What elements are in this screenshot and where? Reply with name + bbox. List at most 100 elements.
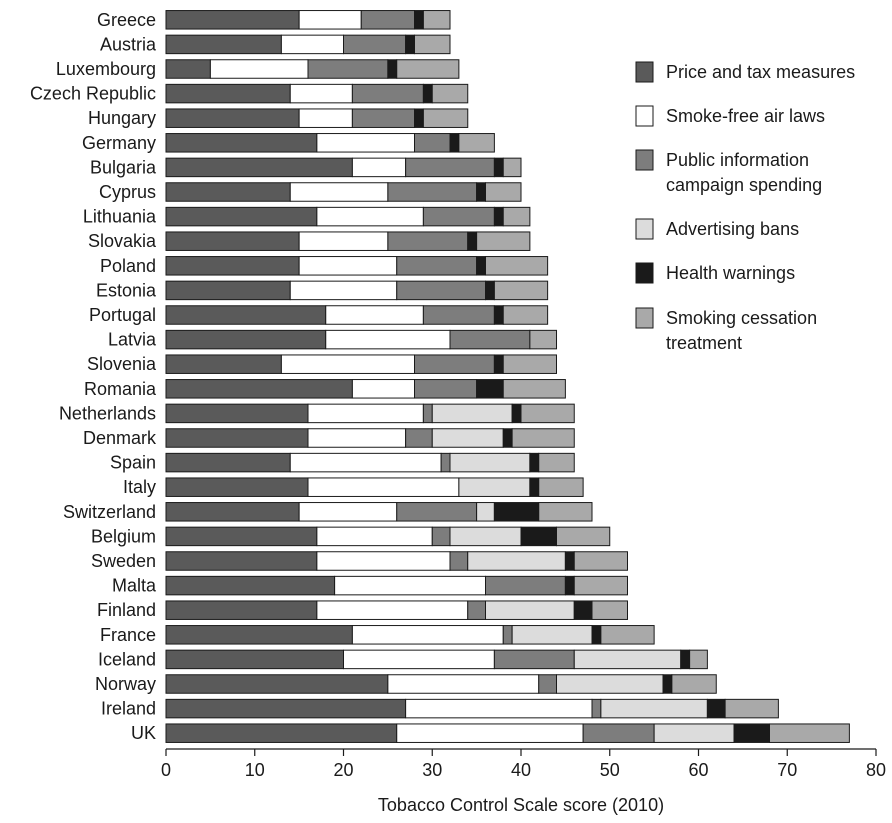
category-label: Lithuania (83, 207, 157, 227)
bar-segment (165, 34, 282, 55)
bar-segment (165, 206, 318, 227)
bar-segment (458, 477, 531, 497)
bar-segment (396, 723, 584, 743)
x-tick-label: 10 (245, 760, 265, 780)
category-label: Austria (100, 34, 157, 54)
category-label: Norway (95, 674, 156, 694)
bar-segment (600, 698, 708, 719)
bar-segment (396, 256, 478, 276)
bar-segment (724, 698, 779, 719)
bars-layer (165, 10, 850, 743)
bar-segment (165, 526, 318, 547)
bar-segment (405, 34, 416, 55)
bar-segment (529, 477, 540, 497)
legend-swatch (635, 61, 654, 83)
bar-segment (387, 231, 469, 251)
category-label: Malta (112, 576, 157, 596)
bar-segment (165, 305, 327, 325)
bar-segment (298, 256, 398, 276)
bar-segment (343, 34, 407, 55)
bar-segment (476, 182, 487, 202)
bar-segment (520, 403, 575, 424)
bar-segment (493, 206, 504, 227)
bar-segment (449, 452, 531, 473)
bar-segment (405, 157, 495, 178)
bar-segment (298, 502, 398, 522)
bar-segment (165, 551, 318, 571)
bar-segment (165, 575, 336, 596)
bar-segment (502, 206, 531, 227)
bar-segment (476, 502, 495, 522)
bar-segment (396, 502, 478, 522)
category-label: Germany (82, 133, 156, 153)
bar-segment (493, 354, 504, 374)
bar-segment (493, 502, 540, 522)
bar-segment (502, 157, 522, 178)
bar-segment (307, 428, 407, 448)
bar-segment (316, 133, 416, 153)
legend-swatch (635, 149, 654, 171)
bar-segment (600, 625, 655, 645)
bar-segment (520, 526, 557, 547)
category-label: Italy (123, 477, 156, 497)
bar-segment (467, 600, 486, 620)
bar-segment (502, 428, 513, 448)
bar-segment (165, 10, 300, 30)
bar-segment (165, 59, 211, 79)
bar-segment (289, 280, 398, 301)
bar-segment (165, 182, 291, 202)
bar-segment (538, 502, 593, 522)
bar-segment (573, 649, 682, 670)
bar-segment (493, 649, 575, 670)
legend: Price and tax measures Smoke-free air law… (635, 61, 855, 353)
bar-segment (458, 133, 495, 153)
bar-segment (502, 625, 513, 645)
bar-segment (165, 133, 318, 153)
category-label: UK (131, 723, 156, 743)
bar-segment (529, 452, 540, 473)
bar-segment (307, 59, 389, 79)
bar-segment (485, 575, 566, 596)
bar-segment (485, 600, 575, 620)
category-labels: Greece Austria Luxembourg Czech Republic Hun… (30, 10, 157, 743)
bar-segment (307, 477, 460, 497)
x-axis: 0 10 20 30 40 50 60 70 80 (161, 748, 886, 780)
bar-segment (493, 157, 504, 178)
bar-segment (573, 600, 593, 620)
bar-segment (582, 723, 655, 743)
bar-segment (591, 600, 628, 620)
bar-segment (573, 575, 628, 596)
bar-segment (564, 575, 575, 596)
bar-segment (165, 280, 291, 301)
legend-label: Price and tax measures (666, 62, 855, 82)
category-label: Portugal (89, 305, 156, 325)
category-label: Czech Republic (30, 84, 156, 104)
bar-segment (414, 10, 424, 30)
category-label: France (100, 625, 156, 645)
bar-segment (165, 354, 282, 374)
bar-segment (280, 354, 416, 374)
category-label: Spain (110, 453, 156, 473)
bar-segment (414, 34, 451, 55)
legend-label: Smoke-free air laws (666, 106, 825, 126)
bar-segment (307, 403, 424, 424)
legend-label: Smoking cessation treatment (666, 308, 817, 353)
bar-segment (298, 10, 362, 30)
bar-segment (165, 723, 398, 743)
x-tick-label: 70 (777, 760, 797, 780)
bar-segment (165, 698, 407, 719)
bar-segment (165, 157, 353, 178)
category-label: Iceland (98, 649, 156, 669)
bar-segment (298, 231, 389, 251)
bar-segment (316, 526, 433, 547)
category-label: Hungary (88, 108, 156, 128)
legend-swatch (635, 105, 654, 127)
bar-segment (165, 600, 318, 620)
category-label: Latvia (108, 330, 157, 350)
bar-segment (422, 206, 495, 227)
bar-segment (591, 625, 602, 645)
bar-segment (351, 108, 416, 128)
bar-segment (422, 83, 433, 104)
